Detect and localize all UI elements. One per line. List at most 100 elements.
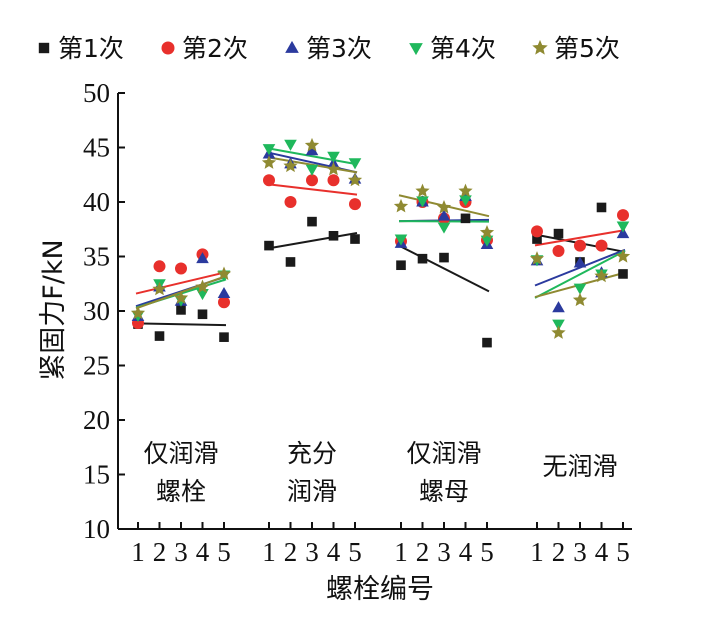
data-point-series-1 bbox=[417, 253, 428, 264]
y-axis: 10 15 20 25 30 35 40 45 50 bbox=[83, 78, 125, 544]
x-tick-label: 2 bbox=[416, 537, 430, 567]
data-point-series-3 bbox=[305, 144, 319, 156]
legend-label: 第3次 bbox=[306, 34, 372, 63]
data-point-series-4 bbox=[284, 139, 297, 151]
x-tick-label: 2 bbox=[153, 537, 167, 567]
trendline-4 bbox=[534, 249, 626, 299]
x-tick-label: 4 bbox=[459, 537, 473, 567]
trendline-2 bbox=[534, 229, 626, 247]
group-label: 螺栓 bbox=[156, 477, 206, 506]
y-tick-label: 10 bbox=[83, 514, 110, 544]
data-point-series-4 bbox=[616, 221, 630, 233]
trendline-4 bbox=[266, 147, 358, 166]
data-point-series-5 bbox=[458, 183, 473, 198]
legend-marker bbox=[532, 39, 548, 55]
data-point-series-2 bbox=[552, 245, 565, 258]
data-point-series-1 bbox=[197, 309, 208, 320]
legend-marker bbox=[38, 42, 50, 54]
y-tick-label: 50 bbox=[83, 78, 110, 108]
data-point-series-2 bbox=[595, 239, 608, 252]
legend-marker bbox=[285, 40, 299, 53]
trendline-2 bbox=[135, 271, 227, 295]
data-point-series-2 bbox=[263, 174, 275, 187]
data-point-series-5 bbox=[216, 266, 232, 281]
data-point-series-4 bbox=[196, 289, 209, 301]
y-tick-label: 20 bbox=[83, 405, 110, 435]
data-point-series-3 bbox=[196, 252, 209, 264]
data-point-series-1 bbox=[553, 228, 564, 239]
data-point-series-1 bbox=[596, 202, 607, 213]
data-point-series-1 bbox=[482, 337, 492, 348]
data-point-series-1 bbox=[532, 234, 542, 244]
trendline-2 bbox=[266, 183, 358, 196]
x-tick-label: 4 bbox=[595, 537, 609, 567]
data-point-series-3 bbox=[573, 256, 587, 268]
data-point-series-1 bbox=[350, 234, 360, 244]
legend-label: 第1次 bbox=[58, 34, 124, 63]
legend-label: 第4次 bbox=[430, 34, 496, 63]
group-label: 充分 bbox=[287, 439, 337, 468]
trendline-5 bbox=[266, 156, 358, 174]
data-point-series-5 bbox=[152, 281, 167, 296]
data-point-series-5 bbox=[173, 290, 189, 304]
data-point-series-2 bbox=[306, 174, 318, 187]
data-point-series-5 bbox=[347, 172, 363, 187]
x-axis-title: 螺栓编号 bbox=[326, 574, 434, 605]
data-point-series-1 bbox=[264, 240, 274, 251]
data-point-series-1 bbox=[618, 269, 628, 279]
data-point-series-5 bbox=[195, 279, 210, 294]
y-tick-label: 45 bbox=[83, 133, 110, 163]
legend-label: 第2次 bbox=[182, 34, 248, 63]
data-point-series-4 bbox=[262, 144, 276, 156]
data-point-series-5 bbox=[393, 198, 409, 213]
data-point-series-3 bbox=[437, 209, 451, 221]
data-point-series-2 bbox=[218, 296, 230, 309]
data-point-series-4 bbox=[552, 319, 565, 331]
data-point-series-4 bbox=[573, 283, 587, 295]
x-tick-label: 3 bbox=[573, 537, 587, 567]
legend: 第1次 第2次 第3次 第4次 第5次 bbox=[38, 34, 620, 63]
data-point-series-5 bbox=[572, 292, 588, 307]
x-tick-label: 2 bbox=[552, 537, 566, 567]
x-tick-label: 5 bbox=[348, 537, 362, 567]
plot-area bbox=[130, 137, 631, 348]
x-tick-label: 1 bbox=[530, 537, 544, 567]
data-point-series-4 bbox=[480, 235, 494, 247]
data-point-series-2 bbox=[284, 196, 297, 208]
data-point-series-1 bbox=[328, 230, 339, 241]
data-point-series-4 bbox=[394, 234, 408, 246]
x-tick-label: 5 bbox=[480, 537, 494, 567]
data-point-series-5 bbox=[326, 161, 341, 176]
data-point-series-4 bbox=[416, 196, 429, 208]
data-point-series-3 bbox=[552, 301, 565, 313]
data-point-series-5 bbox=[130, 305, 146, 320]
data-point-series-2 bbox=[153, 260, 166, 273]
data-point-series-5 bbox=[594, 268, 609, 283]
data-point-series-1 bbox=[176, 305, 186, 315]
group-label: 无润滑 bbox=[542, 452, 617, 481]
group-label: 润滑 bbox=[287, 477, 337, 506]
data-point-series-2 bbox=[327, 174, 340, 187]
data-point-series-2 bbox=[175, 262, 187, 275]
x-tick-label: 5 bbox=[616, 537, 630, 567]
data-point-series-1 bbox=[307, 216, 317, 227]
data-point-series-5 bbox=[529, 251, 545, 265]
trendline-1 bbox=[398, 244, 490, 293]
x-tick-label: 5 bbox=[217, 537, 231, 567]
legend-label: 第5次 bbox=[554, 34, 620, 63]
legend-marker bbox=[161, 41, 175, 55]
x-tick-label: 3 bbox=[174, 537, 188, 567]
trendline-1 bbox=[266, 231, 358, 250]
x-tick-label: 2 bbox=[284, 537, 298, 567]
y-tick-label: 15 bbox=[83, 460, 110, 490]
data-point-series-4 bbox=[305, 164, 319, 176]
y-axis-title: 紧固力F/kN bbox=[38, 239, 69, 380]
group-label: 仅润滑 bbox=[406, 439, 481, 468]
group-label: 仅润滑 bbox=[143, 439, 218, 468]
data-point-series-1 bbox=[219, 332, 229, 342]
data-point-series-3 bbox=[217, 286, 231, 299]
data-point-series-5 bbox=[415, 183, 430, 198]
y-tick-label: 40 bbox=[83, 187, 110, 217]
x-tick-label: 4 bbox=[196, 537, 210, 567]
legend-marker bbox=[409, 43, 423, 56]
